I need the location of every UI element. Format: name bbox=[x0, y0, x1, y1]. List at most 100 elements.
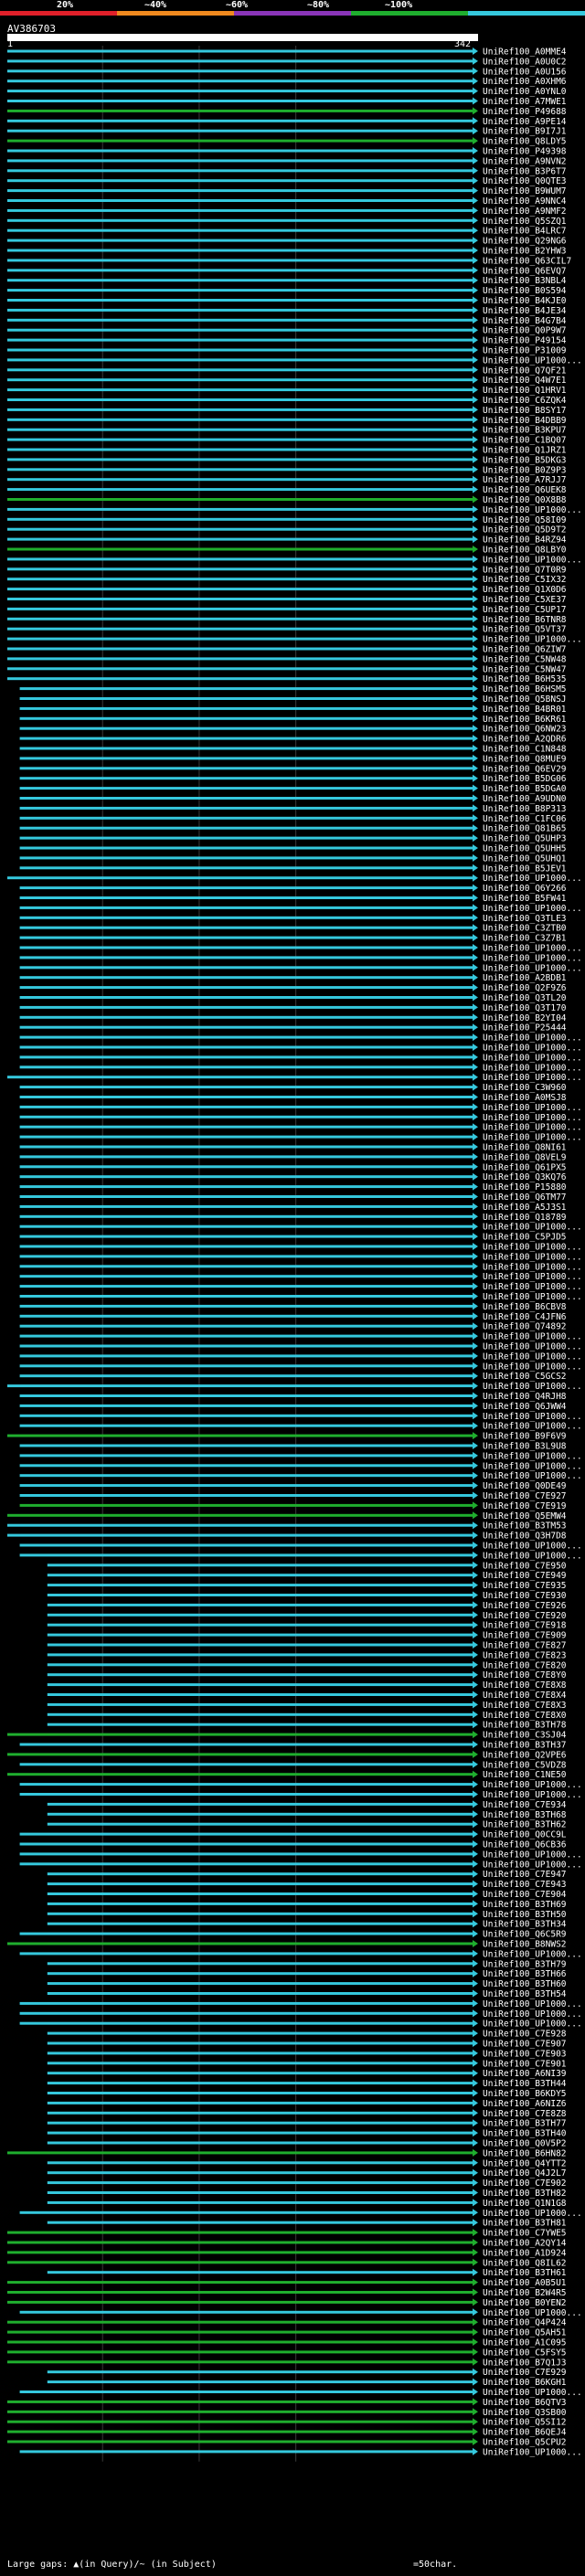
hit-bar[interactable] bbox=[7, 348, 473, 352]
hit-label[interactable]: UniRef100_UP1000... bbox=[483, 1282, 582, 1292]
hit-row[interactable]: UniRef100_UP1000... bbox=[19, 1780, 582, 1790]
hit-row[interactable]: UniRef100_B3TH79 bbox=[47, 1959, 567, 1969]
hit-label[interactable]: UniRef100_B3TH44 bbox=[483, 2079, 567, 2089]
hit-label[interactable]: UniRef100_B2W4R5 bbox=[483, 2288, 567, 2298]
hit-row[interactable]: UniRef100_B4LRC7 bbox=[7, 227, 567, 237]
hit-label[interactable]: UniRef100_B3TH54 bbox=[483, 1989, 567, 1999]
hit-bar[interactable] bbox=[7, 100, 473, 102]
hit-label[interactable]: UniRef100_UP1000... bbox=[483, 1542, 582, 1552]
hit-label[interactable]: UniRef100_Q8NI61 bbox=[483, 1143, 567, 1153]
hit-label[interactable]: UniRef100_C7E902 bbox=[483, 2178, 567, 2189]
hit-label[interactable]: UniRef100_B9WUM7 bbox=[483, 186, 567, 196]
hit-row[interactable]: UniRef100_Q4YTT2 bbox=[47, 2158, 567, 2168]
hit-label[interactable]: UniRef100_UP1000... bbox=[483, 1073, 582, 1083]
hit-row[interactable]: UniRef100_C6ZQK4 bbox=[7, 396, 567, 406]
hit-bar[interactable] bbox=[19, 2310, 473, 2314]
hit-row[interactable]: UniRef100_B9F6V9 bbox=[7, 1432, 567, 1442]
hit-label[interactable]: UniRef100_A7MWE1 bbox=[483, 97, 567, 107]
hit-bar[interactable] bbox=[19, 1842, 473, 1846]
hit-row[interactable]: UniRef100_B3KPU7 bbox=[7, 426, 567, 436]
hit-bar[interactable] bbox=[7, 1773, 473, 1776]
hit-bar[interactable] bbox=[7, 657, 473, 661]
hit-row[interactable]: UniRef100_B3L9U8 bbox=[19, 1442, 567, 1452]
hit-row[interactable]: UniRef100_Q5VT37 bbox=[7, 625, 567, 635]
hit-row[interactable]: UniRef100_Q6C5R9 bbox=[19, 1930, 567, 1940]
hit-label[interactable]: UniRef100_C3SJ04 bbox=[483, 1731, 567, 1741]
hit-row[interactable]: UniRef100_UP1000... bbox=[7, 874, 582, 884]
hit-row[interactable]: UniRef100_Q4P424 bbox=[7, 2318, 567, 2328]
hit-row[interactable]: UniRef100_C7E820 bbox=[47, 1660, 567, 1670]
hit-bar[interactable] bbox=[7, 2440, 473, 2443]
hit-bar[interactable] bbox=[7, 90, 473, 93]
hit-label[interactable]: UniRef100_Q8IL62 bbox=[483, 2258, 567, 2268]
hit-bar[interactable] bbox=[7, 468, 473, 472]
hit-label[interactable]: UniRef100_B8SY17 bbox=[483, 406, 567, 416]
hit-bar[interactable] bbox=[19, 936, 473, 939]
hit-bar[interactable] bbox=[47, 1673, 473, 1677]
hit-label[interactable]: UniRef100_UP1000... bbox=[483, 1471, 582, 1481]
hit-label[interactable]: UniRef100_Q5UHQ1 bbox=[483, 853, 567, 864]
hit-bar[interactable] bbox=[47, 1892, 473, 1895]
hit-row[interactable]: UniRef100_B4JE34 bbox=[7, 306, 567, 316]
hit-bar[interactable] bbox=[7, 667, 473, 671]
hit-bar[interactable] bbox=[19, 1553, 473, 1557]
hit-label[interactable]: UniRef100_Q0CC9L bbox=[483, 1830, 567, 1840]
hit-bar[interactable] bbox=[19, 826, 473, 830]
hit-label[interactable]: UniRef100_UP1000... bbox=[483, 1113, 582, 1123]
hit-label[interactable]: UniRef100_UP1000... bbox=[483, 1034, 582, 1044]
hit-bar[interactable] bbox=[7, 2350, 473, 2354]
hit-row[interactable]: UniRef100_A0MSJ8 bbox=[19, 1093, 567, 1103]
hit-bar[interactable] bbox=[47, 1594, 473, 1596]
hit-bar[interactable] bbox=[19, 1175, 473, 1179]
hit-bar[interactable] bbox=[19, 1783, 473, 1786]
hit-row[interactable]: UniRef100_Q63CIL7 bbox=[7, 256, 571, 266]
hit-label[interactable]: UniRef100_Q4YTT2 bbox=[483, 2158, 567, 2168]
hit-bar[interactable] bbox=[47, 2072, 473, 2075]
hit-label[interactable]: UniRef100_UP1000... bbox=[483, 1332, 582, 1342]
hit-label[interactable]: UniRef100_UP1000... bbox=[483, 1780, 582, 1790]
hit-label[interactable]: UniRef100_C6ZQK4 bbox=[483, 396, 567, 406]
hit-bar[interactable] bbox=[19, 2021, 473, 2025]
hit-row[interactable]: UniRef100_UP1000... bbox=[7, 555, 582, 565]
hit-label[interactable]: UniRef100_B8P313 bbox=[483, 804, 567, 814]
hit-row[interactable]: UniRef100_A2QY14 bbox=[7, 2239, 567, 2249]
hit-bar[interactable] bbox=[7, 567, 473, 571]
hit-label[interactable]: UniRef100_B6KR61 bbox=[483, 715, 567, 725]
hit-row[interactable]: UniRef100_C5FSY5 bbox=[7, 2348, 567, 2358]
hit-label[interactable]: UniRef100_C1FC06 bbox=[483, 814, 567, 824]
hit-bar[interactable] bbox=[7, 507, 473, 511]
hit-row[interactable]: UniRef100_Q3H7D8 bbox=[7, 1532, 567, 1542]
hit-row[interactable]: UniRef100_B8SY17 bbox=[7, 406, 567, 416]
hit-row[interactable]: UniRef100_UP1000... bbox=[7, 635, 582, 645]
hit-row[interactable]: UniRef100_B0YEN2 bbox=[7, 2298, 567, 2308]
hit-row[interactable]: UniRef100_UP1000... bbox=[19, 1860, 582, 1870]
hit-bar[interactable] bbox=[19, 1414, 473, 1417]
hit-bar[interactable] bbox=[19, 1035, 473, 1039]
hit-label[interactable]: UniRef100_B0Z9P3 bbox=[483, 465, 567, 475]
hit-row[interactable]: UniRef100_A1D924 bbox=[7, 2248, 567, 2258]
hit-bar[interactable] bbox=[19, 1743, 473, 1746]
hit-bar[interactable] bbox=[19, 816, 473, 820]
hit-label[interactable]: UniRef100_A0B5U1 bbox=[483, 2278, 567, 2288]
hit-label[interactable]: UniRef100_Q0V5P2 bbox=[483, 2139, 567, 2149]
hit-row[interactable]: UniRef100_B3TH54 bbox=[47, 1989, 567, 1999]
hit-label[interactable]: UniRef100_C7E8X3 bbox=[483, 1701, 567, 1711]
hit-row[interactable]: UniRef100_B3TH62 bbox=[47, 1820, 567, 1830]
hit-label[interactable]: UniRef100_A6NIZ6 bbox=[483, 2099, 567, 2109]
hit-bar[interactable] bbox=[47, 2051, 473, 2055]
hit-label[interactable]: UniRef100_Q58I09 bbox=[483, 515, 567, 525]
hit-row[interactable]: UniRef100_Q6UEK8 bbox=[7, 485, 567, 495]
hit-label[interactable]: UniRef100_Q0X8B8 bbox=[483, 495, 567, 505]
hit-row[interactable]: UniRef100_B3TH77 bbox=[47, 2119, 567, 2129]
hit-bar[interactable] bbox=[47, 2200, 473, 2204]
hit-bar[interactable] bbox=[7, 239, 473, 242]
hit-bar[interactable] bbox=[7, 49, 473, 53]
hit-row[interactable]: UniRef100_UP1000... bbox=[19, 2388, 582, 2398]
hit-bar[interactable] bbox=[7, 2410, 473, 2413]
hit-bar[interactable] bbox=[47, 1643, 473, 1647]
hit-label[interactable]: UniRef100_UP1000... bbox=[483, 555, 582, 565]
hit-label[interactable]: UniRef100_C7E935 bbox=[483, 1581, 567, 1591]
hit-bar[interactable] bbox=[19, 986, 473, 990]
hit-row[interactable]: UniRef100_B3TH34 bbox=[47, 1920, 567, 1930]
hit-row[interactable]: UniRef100_UP1000... bbox=[19, 1949, 582, 1959]
